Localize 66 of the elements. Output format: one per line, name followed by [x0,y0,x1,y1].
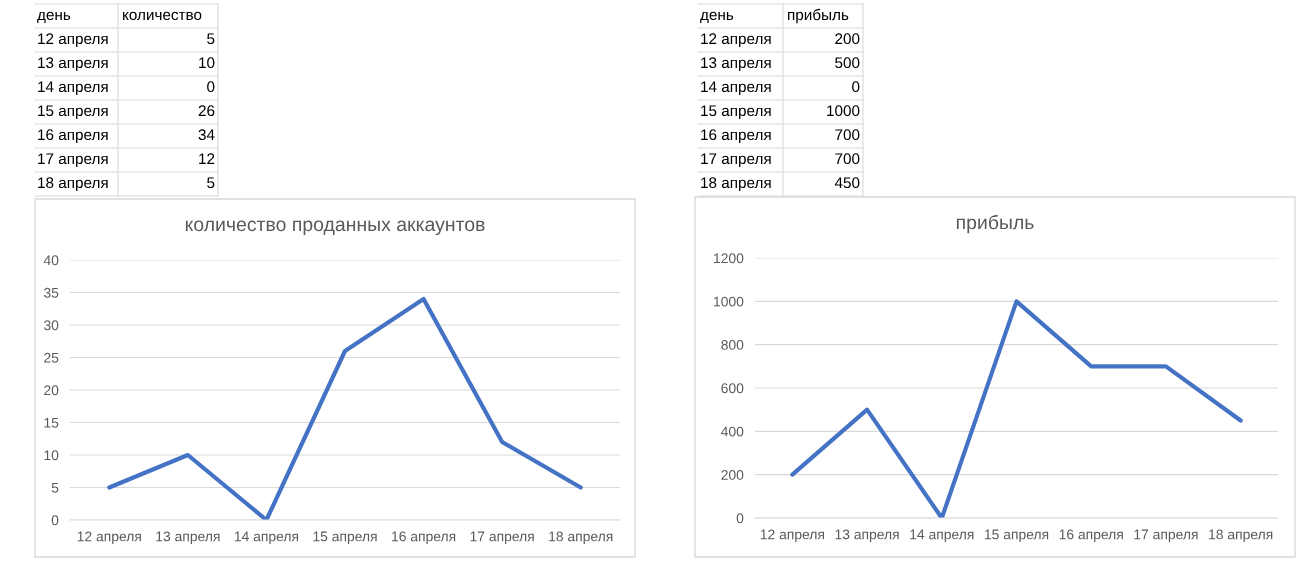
text: 1000 [827,105,860,117]
text: 200 [835,33,860,45]
text: 17 апреля [701,153,771,168]
x-tick-label: 13 апреля [835,529,899,543]
y-tick-label: 20 [44,385,59,396]
text: 18 апреля [701,177,771,192]
text: 500 [835,57,860,69]
y-tick-label: 1200 [714,253,744,264]
text: 10 [199,57,215,69]
text: 14 апреля [38,81,108,96]
y-tick-label: 200 [721,470,744,480]
x-tick-label: 16 апреля [1059,529,1123,543]
text: 5 [207,177,215,189]
text: количество [123,11,202,21]
y-tick-label: 5 [51,482,59,493]
x-tick-label: 17 апреля [470,531,534,545]
text: 15 апреля [38,105,108,120]
text: 14 апреля [701,81,771,96]
text: 16 апреля [701,129,771,144]
y-tick-label: 0 [736,513,744,524]
x-tick-label: 18 апреля [549,531,613,545]
text: 12 [199,153,215,164]
y-tick-label: 1000 [714,296,744,307]
text: 15 апреля [701,105,771,120]
text: 26 [198,105,215,117]
text: 12 апреля [701,33,771,48]
y-tick-label: 35 [43,287,59,298]
text: 0 [207,81,215,93]
text: 0 [852,81,860,93]
x-tick-label: 15 апреля [984,529,1049,543]
text: день [700,11,734,23]
y-tick-label: 10 [44,450,59,461]
y-tick-label: 0 [51,515,59,526]
x-tick-label: 18 апреля [1209,529,1273,543]
text: 34 [198,129,215,141]
x-tick-label: 17 апреля [1134,529,1198,543]
x-tick-label: 16 апреля [392,531,456,545]
text: 13 апреля [701,57,771,72]
text: 16 апреля [38,129,108,144]
y-tick-label: 15 [44,417,59,428]
text: 18 апреля [38,177,108,192]
y-tick-label: 800 [721,340,744,350]
text: 13 апреля [38,57,108,72]
x-tick-label: 12 апреля [760,529,824,543]
text: 700 [835,129,860,141]
y-tick-label: 40 [43,255,59,266]
line-series [790,299,1243,518]
text: 17 апреля [38,153,108,168]
line-series [107,296,583,520]
y-tick-label: 30 [43,320,59,331]
x-tick-label: 13 апреля [156,531,220,545]
text: 12 апреля [38,33,108,48]
x-tick-label: 12 апреля [77,531,141,545]
text: 700 [835,153,860,165]
y-tick-label: 400 [721,426,744,437]
y-tick-label: 25 [44,352,59,363]
chart-title: прибыль [956,214,1034,234]
text: день [37,11,71,23]
y-tick-label: 600 [721,383,744,394]
x-tick-label: 15 апреля [313,531,377,545]
chart-title: количество проданных аккаунтов [185,220,485,236]
text: прибыль [788,8,849,24]
text: 5 [207,33,215,45]
x-tick-label: 14 апреля [910,529,974,543]
x-tick-label: 14 апреля [234,531,299,545]
text: 450 [834,177,860,189]
